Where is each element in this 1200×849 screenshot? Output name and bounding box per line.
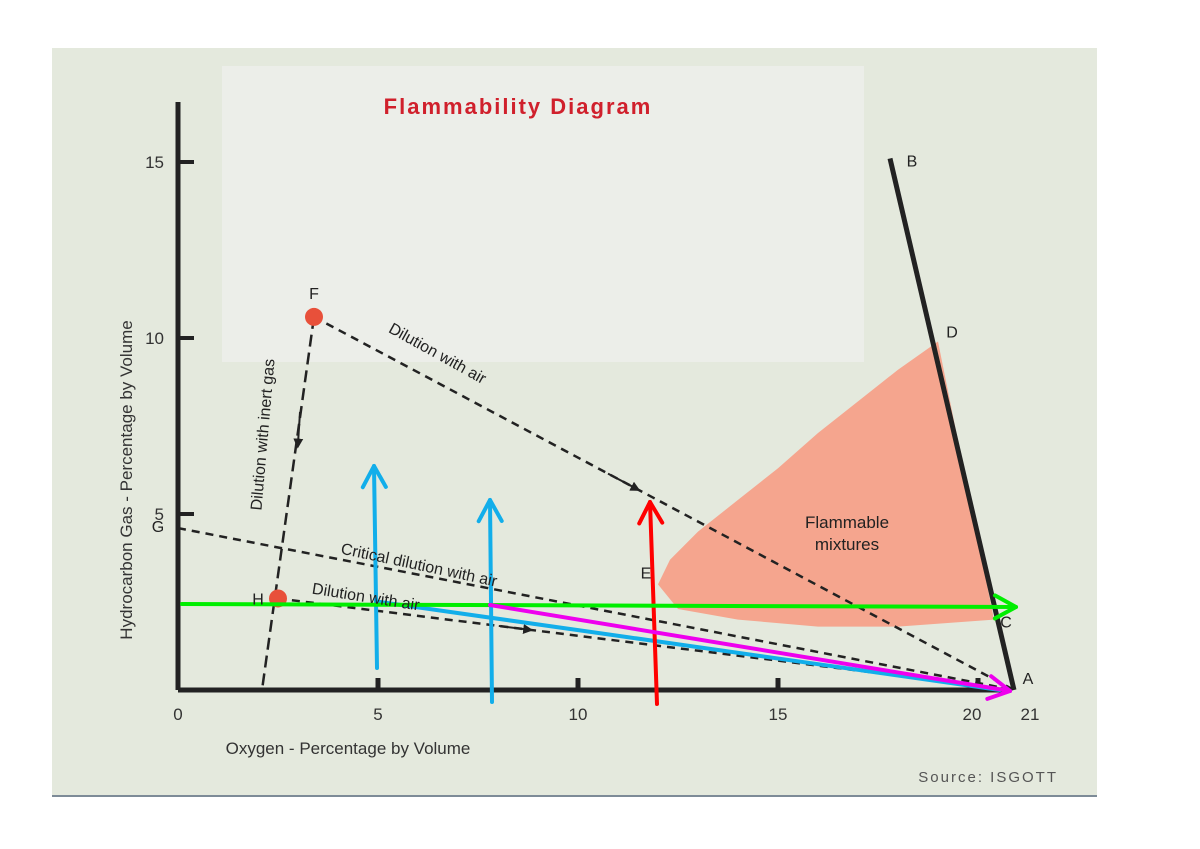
blue-diagonal-line xyxy=(378,600,1002,692)
blue-arrow-left-head xyxy=(360,464,388,490)
source-label: Source: ISGOTT xyxy=(918,769,1058,786)
point-label-A: A xyxy=(1023,671,1034,688)
bottom-rule xyxy=(52,795,1097,797)
magenta-arrow-shaft xyxy=(488,603,1012,693)
point-label-E: E xyxy=(641,565,652,582)
region-label-line2: mixtures xyxy=(815,535,879,554)
y-tick-label: 5 xyxy=(155,505,164,524)
point-label-B: B xyxy=(907,153,918,170)
point-F-marker xyxy=(305,307,323,326)
x-tick-label: 10 xyxy=(569,705,588,724)
arrow-dilution-air-lower xyxy=(498,624,534,634)
label-dilution-inert: Dilution with inert gas xyxy=(248,358,278,511)
region-label-line1: Flammable xyxy=(805,513,889,532)
x-tick-label: 20 xyxy=(963,705,982,724)
overlay-arrows xyxy=(180,464,1018,706)
magenta-arrow-head xyxy=(985,674,1012,701)
x-tick-label: 15 xyxy=(769,705,788,724)
arrow-dilution-air-upper xyxy=(607,472,641,491)
green-arrow xyxy=(180,593,1018,621)
y-tick-label: 15 xyxy=(145,153,164,172)
y-tick-label: 10 xyxy=(145,329,164,348)
point-labels: A B C D E F G H xyxy=(152,153,1034,688)
red-arrow xyxy=(637,500,665,706)
blue-arrow-middle-shaft xyxy=(488,498,494,704)
line-F-A-dilution-with-air xyxy=(313,315,1015,692)
x-tick-label: 5 xyxy=(373,705,382,724)
magenta-arrow xyxy=(488,603,1012,701)
line-G-A-critical-dilution xyxy=(177,526,1015,692)
point-label-C: C xyxy=(1000,615,1012,632)
green-arrow-head xyxy=(992,593,1018,621)
point-label-D: D xyxy=(946,325,958,342)
blue-arrow-left xyxy=(360,464,388,670)
line-F-dilution-inert-gas xyxy=(260,316,316,691)
blue-arrow-middle xyxy=(476,498,504,704)
x-axis-label: Oxygen - Percentage by Volume xyxy=(226,739,471,758)
title-panel xyxy=(222,66,864,362)
x-tick-label: 21 xyxy=(1021,705,1040,724)
green-arrow-shaft xyxy=(180,602,1018,609)
chart-title: Flammability Diagram xyxy=(384,94,653,119)
line-A-B xyxy=(887,157,1017,691)
blue-arrow-left-shaft xyxy=(372,464,379,670)
blue-arrow-middle-head xyxy=(476,498,504,524)
arrow-dilution-inert xyxy=(293,411,304,449)
point-label-F: F xyxy=(309,286,319,303)
x-tick-label: 0 xyxy=(173,705,182,724)
flammable-region xyxy=(658,341,994,627)
y-axis-label: Hydrocarbon Gas - Percentage by Volume xyxy=(117,320,136,639)
point-label-H: H xyxy=(252,591,264,608)
red-arrow-shaft xyxy=(648,500,659,706)
red-arrow-head xyxy=(637,500,665,526)
label-critical-dilution: Critical dilution with air xyxy=(339,541,499,591)
point-label-G: G xyxy=(152,519,164,536)
